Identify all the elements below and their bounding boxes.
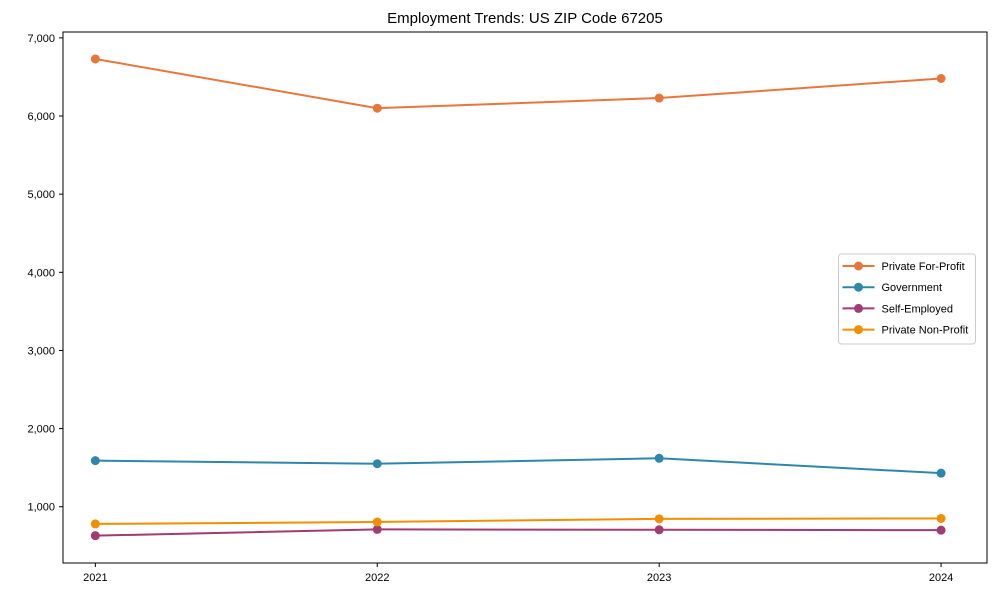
plot-area-border: [62, 31, 988, 564]
data-point: [372, 524, 382, 534]
x-tick-label: 2024: [929, 572, 953, 584]
data-point: [654, 514, 664, 524]
y-tick-label: 4,000: [27, 267, 55, 279]
data-point: [936, 73, 946, 83]
data-point: [372, 103, 382, 113]
legend-label: Government: [882, 282, 943, 294]
data-point: [90, 456, 100, 466]
y-tick-label: 6,000: [27, 111, 55, 123]
legend-label: Self-Employed: [882, 303, 954, 315]
y-tick-label: 1,000: [27, 502, 55, 514]
y-tick-label: 7,000: [27, 33, 55, 45]
legend-marker: [854, 303, 863, 313]
y-tick-label: 3,000: [27, 345, 55, 357]
data-point: [654, 453, 664, 463]
series-line-private-for-profit: [95, 57, 942, 110]
data-point: [90, 519, 100, 529]
legend-label: Private Non-Profit: [882, 325, 969, 337]
data-point: [90, 54, 100, 64]
legend-box: [838, 253, 976, 345]
data-point: [372, 517, 382, 527]
x-tick-label: 2022: [365, 572, 389, 584]
legend-marker: [854, 261, 863, 271]
series-line-government: [95, 457, 942, 475]
series-line-private-non-profit: [95, 517, 942, 525]
chart-title: Employment Trends: US ZIP Code 67205: [387, 10, 663, 27]
legend-label: Private For-Profit: [882, 261, 965, 273]
y-tick-label: 2,000: [27, 424, 55, 436]
data-point: [936, 513, 946, 523]
x-tick-label: 2021: [83, 572, 107, 584]
series-line-self-employed: [95, 528, 942, 537]
data-point: [90, 531, 100, 541]
x-tick-label: 2023: [647, 572, 671, 584]
legend-marker: [854, 325, 863, 335]
data-point: [654, 525, 664, 535]
data-point: [936, 468, 946, 478]
data-point: [654, 93, 664, 103]
data-point: [372, 459, 382, 469]
data-point: [936, 525, 946, 535]
legend-marker: [854, 282, 863, 292]
y-tick-label: 5,000: [27, 189, 55, 201]
